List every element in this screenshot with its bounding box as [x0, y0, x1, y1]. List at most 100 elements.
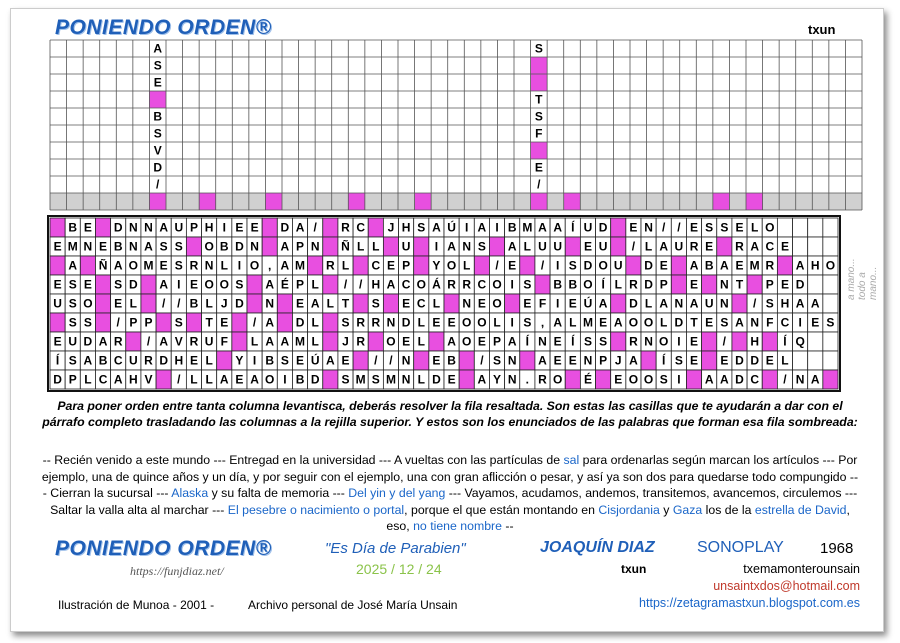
cell-letter: E [766, 354, 774, 368]
cell-letter: R [326, 259, 335, 273]
cell-letter: B [705, 259, 714, 273]
cell [322, 369, 339, 390]
cell-letter: E [569, 297, 577, 311]
clue-text: los de la [702, 502, 755, 517]
cell-letter: D [53, 373, 62, 387]
shaded-cell [679, 193, 697, 210]
cell-letter: Y [235, 354, 243, 368]
cell-letter: S [69, 354, 77, 368]
cell-letter: C [356, 221, 365, 235]
cell-letter: A [811, 297, 820, 311]
cell-letter: O [629, 316, 638, 330]
cell-letter: I [556, 259, 559, 273]
cell [807, 331, 824, 352]
blog[interactable]: https://zetagramastxun.blogspot.com.es [639, 596, 860, 610]
cell [701, 331, 718, 352]
cell-letter: D [114, 221, 123, 235]
cell [822, 331, 839, 352]
cell [246, 293, 263, 314]
cell-letter: A [326, 354, 335, 368]
cell-letter: L [493, 316, 500, 330]
cell-letter: D [235, 297, 244, 311]
cell-letter: Í [56, 353, 60, 368]
clue-text: --- Vayamos, acudamos, andemos, transite… [50, 486, 858, 517]
clue-link[interactable]: sal [563, 453, 580, 467]
cell [489, 236, 506, 257]
clue-link[interactable]: Gaza [672, 502, 703, 517]
cell-letter: A [153, 42, 162, 56]
cell-letter: S [478, 240, 486, 254]
clue-link[interactable]: Alaska [171, 486, 209, 500]
cell [95, 274, 112, 295]
cell-letter: H [174, 354, 183, 368]
clue-link[interactable]: El pesebre o nacimiento o portal [227, 502, 405, 517]
cell-letter: E [690, 354, 698, 368]
cell-letter: N [644, 221, 653, 235]
cell-letter: R [462, 278, 471, 292]
clue-link[interactable]: Del yin y del yang [348, 486, 446, 500]
cell-letter: E [235, 373, 243, 387]
cell [792, 236, 809, 257]
cell-letter: E [735, 221, 743, 235]
cell-letter: Í [526, 334, 530, 349]
shaded-cell [282, 193, 299, 210]
shaded-cell [182, 193, 200, 210]
cell [428, 331, 445, 352]
cell-letter: A [432, 221, 441, 235]
cell-letter: L [190, 373, 197, 387]
shaded-cell [348, 193, 365, 210]
cell-letter: S [235, 278, 243, 292]
cell-letter: S [341, 373, 349, 387]
shaded-cell [580, 193, 597, 210]
email[interactable]: unsaintxdos@hotmail.com [713, 579, 860, 593]
cell-letter: / [344, 278, 348, 292]
cell-letter: N [584, 354, 593, 368]
cell-letter: I [435, 240, 438, 254]
cell-letter: O [204, 278, 213, 292]
clues: -- Recién venido a este mundo --- Entreg… [40, 452, 860, 535]
cell-letter: A [478, 221, 487, 235]
author-name: txemamonterounsain [743, 562, 860, 576]
cell-letter: D [675, 316, 684, 330]
cell-letter: B [190, 297, 199, 311]
highlight-cell [530, 74, 548, 91]
shaded-cell [696, 193, 713, 210]
shaded-cell [414, 193, 432, 210]
cell-letter: O [204, 240, 213, 254]
cell-letter: A [114, 259, 123, 273]
cell [276, 293, 293, 314]
cell-letter: S [720, 221, 728, 235]
cell-letter: U [129, 354, 138, 368]
cell-letter: S [720, 316, 728, 330]
cell-letter: A [508, 335, 517, 349]
clue-link[interactable]: no tiene nombre [413, 519, 502, 533]
cell-letter: E [478, 335, 486, 349]
cell-letter: E [508, 259, 516, 273]
cell [231, 331, 248, 352]
cell-letter: N [144, 221, 153, 235]
cell-letter: D [735, 373, 744, 387]
cell-letter: I [511, 316, 514, 330]
cell-letter: T [205, 316, 213, 330]
cell-letter: O [447, 259, 456, 273]
cell-letter: D [153, 161, 162, 175]
cell-letter: O [250, 259, 259, 273]
cell-letter: R [114, 335, 123, 349]
cell-letter: S [281, 354, 289, 368]
cell-letter: D [584, 259, 593, 273]
shaded-cell [248, 193, 266, 210]
cell-letter: A [796, 297, 805, 311]
side-note: a mano... todo a mano... [846, 258, 879, 300]
cell-letter: B [99, 354, 108, 368]
cell-letter: L [463, 259, 470, 273]
cell-letter: D [796, 278, 805, 292]
cell [413, 236, 430, 257]
cell-letter: O [417, 278, 426, 292]
clue-link[interactable]: estrella de David [754, 502, 847, 517]
clue-link[interactable]: Cisjordania [598, 502, 660, 517]
cell [610, 236, 627, 257]
cell-letter: S [766, 297, 774, 311]
shaded-cell [795, 193, 813, 210]
cell-letter: Q [795, 335, 804, 349]
